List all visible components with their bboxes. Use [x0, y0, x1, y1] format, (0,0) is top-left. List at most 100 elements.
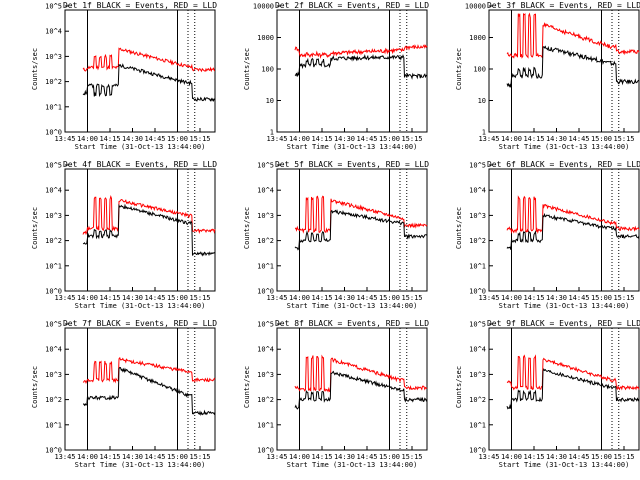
panel-5: Det 5f BLACK = Events, RED = LLD 10^0 10^1… — [243, 160, 429, 310]
y-tick-label: 10^2 — [257, 237, 274, 245]
x-tick-label: 14:30 — [122, 294, 143, 302]
plot-frame — [488, 168, 640, 292]
panel-title: Det 9f BLACK = Events, RED = LLD — [487, 319, 640, 328]
x-tick-label: 14:15 — [523, 294, 544, 302]
y-tick-label: 10^3 — [469, 371, 486, 379]
series-lld-line — [82, 356, 216, 384]
x-tick-label: 15:15 — [401, 294, 422, 302]
panel-title: Det 8f BLACK = Events, RED = LLD — [275, 319, 429, 328]
panel-1: Det 1f BLACK = Events, RED = LLD 10^0 10^1… — [31, 1, 217, 151]
x-tick-label: 14:15 — [523, 453, 544, 461]
y-axis-label: Counts/sec — [455, 207, 463, 249]
x-tick-label: 14:15 — [311, 294, 332, 302]
y-tick-label: 10^2 — [45, 396, 62, 404]
y-axis-label: Counts/sec — [455, 366, 463, 408]
series-events-line — [506, 45, 640, 88]
y-axis-label: Counts/sec — [243, 48, 251, 90]
y-axis-label: Counts/sec — [243, 366, 251, 408]
y-tick-label: 10000 — [253, 3, 274, 11]
y-tick-label: 10^0 — [45, 129, 62, 137]
y-tick-label: 10^3 — [45, 53, 62, 61]
x-tick-label: 14:00 — [501, 294, 522, 302]
x-tick-label: 14:00 — [289, 135, 310, 143]
y-axis-label: Counts/sec — [455, 48, 463, 90]
x-tick-label: 14:00 — [77, 294, 98, 302]
series-events-line — [82, 203, 216, 257]
series-events-line — [294, 53, 428, 80]
y-tick-label: 100 — [473, 66, 486, 74]
x-tick-label: 13:45 — [54, 135, 75, 143]
series-events-line — [506, 368, 640, 410]
x-tick-label: 15:00 — [591, 135, 612, 143]
y-tick-label: 10^0 — [257, 447, 274, 455]
x-tick-label: 14:45 — [144, 453, 165, 461]
x-tick-label: 14:45 — [144, 135, 165, 143]
x-tick-label: 14:30 — [122, 453, 143, 461]
panel-8: Det 8f BLACK = Events, RED = LLD 10^0 10^1… — [243, 319, 429, 469]
y-tick-label: 10^0 — [469, 447, 486, 455]
y-tick-label: 10^0 — [469, 288, 486, 296]
y-tick-label: 10^5 — [257, 321, 274, 329]
series-lld-line — [294, 195, 428, 234]
series-lld-line — [294, 44, 428, 59]
plot-frame — [276, 327, 428, 451]
y-tick-label: 10 — [478, 97, 486, 105]
x-tick-label: 13:45 — [478, 294, 499, 302]
x-tick-label: 15:00 — [591, 294, 612, 302]
plot-frame — [64, 9, 216, 133]
x-tick-label: 14:30 — [334, 453, 355, 461]
y-tick-label: 10^0 — [45, 288, 62, 296]
plot-frame — [64, 327, 216, 451]
x-tick-label: 15:00 — [379, 135, 400, 143]
x-axis-label: Start Time (31-Oct-13 13:44:00) — [75, 143, 206, 151]
y-tick-label: 10 — [266, 97, 274, 105]
y-tick-label: 10^4 — [45, 346, 62, 354]
y-axis-label: Counts/sec — [31, 207, 39, 249]
series-lld-line — [82, 47, 216, 73]
y-axis-label: Counts/sec — [31, 366, 39, 408]
x-axis-label: Start Time (31-Oct-13 13:44:00) — [75, 302, 206, 310]
plot-frame — [488, 9, 640, 133]
x-tick-label: 15:15 — [401, 135, 422, 143]
x-tick-label: 14:15 — [523, 135, 544, 143]
y-tick-label: 10^1 — [469, 421, 486, 429]
y-tick-label: 10^2 — [45, 78, 62, 86]
x-axis-label: Start Time (31-Oct-13 13:44:00) — [287, 302, 418, 310]
x-tick-label: 14:15 — [99, 135, 120, 143]
x-axis-label: Start Time (31-Oct-13 13:44:00) — [75, 461, 206, 469]
x-tick-label: 14:00 — [501, 135, 522, 143]
x-tick-label: 14:45 — [356, 453, 377, 461]
y-tick-label: 10^1 — [257, 262, 274, 270]
x-tick-label: 15:00 — [591, 453, 612, 461]
y-tick-label: 10^3 — [469, 212, 486, 220]
series-lld-line — [82, 194, 216, 236]
x-tick-label: 13:45 — [478, 453, 499, 461]
y-tick-label: 10^2 — [257, 396, 274, 404]
x-tick-label: 13:45 — [478, 135, 499, 143]
panel-2: Det 2f BLACK = Events, RED = LLD 1 10 100 10… — [243, 1, 429, 151]
panel-9: Det 9f BLACK = Events, RED = LLD 10^0 10^1… — [455, 319, 640, 469]
x-tick-label: 14:15 — [99, 453, 120, 461]
x-tick-label: 14:30 — [546, 135, 567, 143]
y-tick-label: 10^0 — [257, 288, 274, 296]
y-tick-label: 10^1 — [45, 103, 62, 111]
series-events-line — [82, 63, 216, 102]
y-tick-label: 10^3 — [45, 212, 62, 220]
panel-title: Det 1f BLACK = Events, RED = LLD — [63, 1, 217, 10]
x-tick-label: 14:45 — [568, 453, 589, 461]
panel-title: Det 6f BLACK = Events, RED = LLD — [487, 160, 640, 169]
plot-frame — [276, 9, 428, 133]
y-tick-label: 1 — [270, 129, 274, 137]
y-tick-label: 10^5 — [45, 321, 62, 329]
x-tick-label: 15:15 — [189, 135, 210, 143]
series-events-line — [294, 209, 428, 251]
series-events-line — [83, 366, 216, 417]
x-tick-label: 15:15 — [613, 294, 634, 302]
series-lld-line — [294, 354, 428, 393]
x-tick-label: 15:15 — [189, 294, 210, 302]
panel-title: Det 3f BLACK = Events, RED = LLD — [487, 1, 640, 10]
y-axis-label: Counts/sec — [31, 48, 39, 90]
y-axis-label: Counts/sec — [243, 207, 251, 249]
x-tick-label: 15:15 — [613, 453, 634, 461]
x-tick-label: 14:00 — [501, 453, 522, 461]
